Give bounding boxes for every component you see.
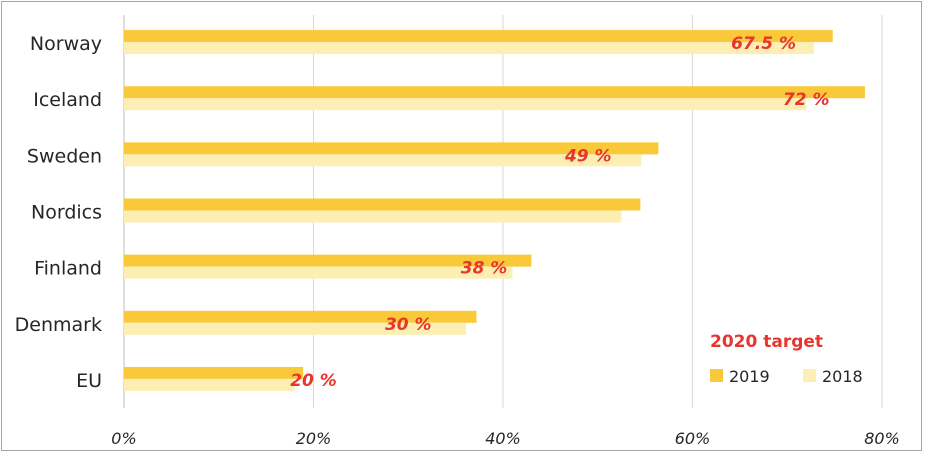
bar-2019-nordics xyxy=(124,198,641,211)
target-labels: 67.5 % 72 % 49 % 38 % 30 % 20 % xyxy=(290,34,829,391)
category-label-norway: Norway xyxy=(30,33,102,55)
target-label-iceland: 72 % xyxy=(783,90,830,110)
bar-2018-nordics xyxy=(124,210,622,223)
category-label-nordics: Nordics xyxy=(31,202,102,224)
bar-2018-iceland xyxy=(124,98,807,111)
legend-label-2019: 2019 xyxy=(729,367,770,386)
x-tick-labels: 0% 20% 40% 60% 80% xyxy=(111,429,899,448)
legend-title: 2020 target xyxy=(710,332,823,352)
bars xyxy=(124,30,865,391)
category-label-sweden: Sweden xyxy=(27,145,102,167)
category-label-finland: Finland xyxy=(34,258,102,280)
bar-2019-norway xyxy=(124,30,833,43)
legend: 2020 target 2019 2018 xyxy=(710,332,863,386)
bar-2019-iceland xyxy=(124,86,865,99)
x-tick-label: 80% xyxy=(864,429,900,448)
legend-swatch-2019 xyxy=(710,369,723,382)
bar-2018-finland xyxy=(124,266,513,279)
bar-2018-norway xyxy=(124,42,814,55)
target-label-eu: 20 % xyxy=(290,371,337,391)
legend-swatch-2018 xyxy=(803,369,816,382)
legend-label-2018: 2018 xyxy=(822,367,863,386)
bar-2019-sweden xyxy=(124,142,659,155)
target-label-norway: 67.5 % xyxy=(731,34,796,54)
target-label-finland: 38 % xyxy=(461,259,508,279)
category-labels: Norway Iceland Sweden Nordics Finland Denmark… xyxy=(15,33,102,392)
bar-2019-eu xyxy=(124,366,304,379)
category-label-denmark: Denmark xyxy=(15,314,102,336)
bar-2018-denmark xyxy=(124,322,467,335)
category-label-iceland: Iceland xyxy=(33,89,102,111)
category-label-eu: EU xyxy=(76,370,102,392)
bar-2018-eu xyxy=(124,378,295,391)
x-tick-label: 60% xyxy=(675,429,711,448)
target-label-sweden: 49 % xyxy=(564,146,612,166)
bar-2018-sweden xyxy=(124,154,642,167)
x-tick-label: 40% xyxy=(485,429,521,448)
x-tick-label: 0% xyxy=(111,429,136,448)
bar-2019-finland xyxy=(124,254,532,267)
bar-2019-denmark xyxy=(124,310,477,323)
target-label-denmark: 30 % xyxy=(385,315,432,335)
x-tick-label: 20% xyxy=(296,429,332,448)
